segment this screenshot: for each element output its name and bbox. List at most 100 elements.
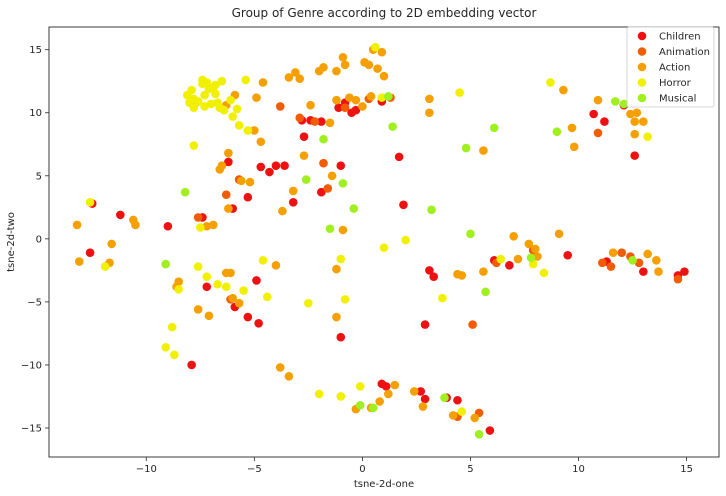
point-animation: [468, 320, 477, 329]
legend-label-horror: Horror: [659, 78, 692, 89]
point-action: [418, 402, 428, 411]
point-action: [425, 108, 434, 118]
point-animation: [617, 248, 627, 258]
point-musical: [610, 97, 620, 106]
point-horror: [226, 95, 235, 105]
point-action: [288, 186, 298, 196]
point-children: [187, 360, 196, 370]
y-tick-label: 15: [29, 45, 42, 56]
point-animation: [193, 213, 203, 222]
point-animation: [634, 258, 644, 268]
point-children: [256, 162, 266, 172]
point-action: [193, 305, 203, 314]
point-children: [271, 161, 281, 171]
point-musical: [526, 253, 536, 263]
point-musical: [368, 403, 378, 413]
legend-marker-action: [637, 62, 647, 72]
point-horror: [200, 102, 209, 111]
point-action: [390, 380, 400, 390]
point-horror: [336, 254, 346, 264]
point-action: [237, 176, 246, 186]
point-action: [457, 271, 467, 280]
point-children: [202, 282, 212, 292]
point-action: [217, 161, 227, 171]
point-musical: [427, 205, 436, 215]
point-action: [278, 206, 287, 216]
point-action: [228, 293, 238, 303]
point-children: [399, 200, 408, 210]
point-action: [377, 47, 387, 57]
x-axis-ticks: −10 −5 0 5 10 15: [136, 457, 693, 475]
point-horror: [174, 284, 183, 294]
chart-title: Group of Genre according to 2D embedding…: [232, 6, 537, 20]
point-action: [654, 267, 663, 276]
point-action: [338, 225, 348, 235]
point-action: [319, 63, 328, 72]
point-action: [291, 68, 300, 77]
point-musical: [461, 143, 471, 153]
point-horror: [211, 80, 220, 90]
point-horror: [539, 268, 549, 278]
point-children: [639, 267, 648, 276]
plot-area: [49, 27, 719, 457]
point-animation: [295, 113, 305, 123]
point-action: [630, 129, 640, 139]
point-action: [271, 261, 281, 270]
legend-marker-musical: [637, 93, 647, 103]
point-musical: [180, 187, 190, 197]
point-musical: [319, 134, 328, 144]
point-musical: [355, 400, 365, 410]
point-horror: [213, 279, 222, 289]
point-action: [74, 257, 84, 266]
point-horror: [546, 78, 555, 87]
point-action: [345, 93, 354, 102]
point-horror: [336, 392, 346, 401]
point-action: [284, 73, 294, 82]
point-action: [479, 146, 488, 155]
point-action: [252, 93, 261, 102]
point-action: [284, 371, 294, 381]
point-children: [288, 197, 298, 207]
point-musical: [325, 224, 335, 234]
point-animation: [275, 102, 285, 111]
point-children: [243, 312, 253, 322]
legend-label-animation: Animation: [659, 47, 710, 58]
point-action: [569, 142, 579, 152]
point-action: [299, 151, 309, 160]
point-children: [420, 320, 430, 329]
point-action: [224, 204, 233, 213]
legend-label-action: Action: [659, 63, 690, 74]
point-horror: [457, 407, 467, 416]
point-action: [327, 171, 337, 181]
point-horror: [228, 112, 238, 121]
point-action: [567, 123, 577, 133]
point-action: [72, 220, 82, 230]
point-musical: [388, 122, 397, 131]
point-action: [559, 85, 568, 95]
y-axis-label: tsne-2d-two: [6, 212, 17, 272]
point-musical: [384, 92, 393, 101]
point-children: [394, 152, 404, 162]
point-children: [85, 248, 95, 258]
point-horror: [355, 382, 365, 391]
y-tick-label: 5: [36, 171, 42, 182]
point-horror: [195, 223, 205, 232]
point-action: [513, 254, 523, 264]
point-horror: [241, 75, 250, 85]
legend-marker-horror: [637, 78, 647, 87]
point-action: [250, 126, 259, 135]
point-horror: [258, 255, 268, 265]
point-action: [325, 118, 335, 128]
point-horror: [377, 93, 387, 102]
legend-items: Children Animation Action Horror Musical: [637, 32, 710, 105]
point-horror: [211, 89, 220, 99]
point-animation: [597, 258, 607, 268]
point-children: [485, 426, 495, 435]
point-animation: [593, 128, 603, 138]
y-tick-label: 0: [36, 234, 42, 245]
point-action: [530, 244, 540, 254]
plot-frame: [48, 26, 720, 458]
x-tick-label: −10: [136, 464, 157, 475]
point-children: [351, 105, 361, 115]
